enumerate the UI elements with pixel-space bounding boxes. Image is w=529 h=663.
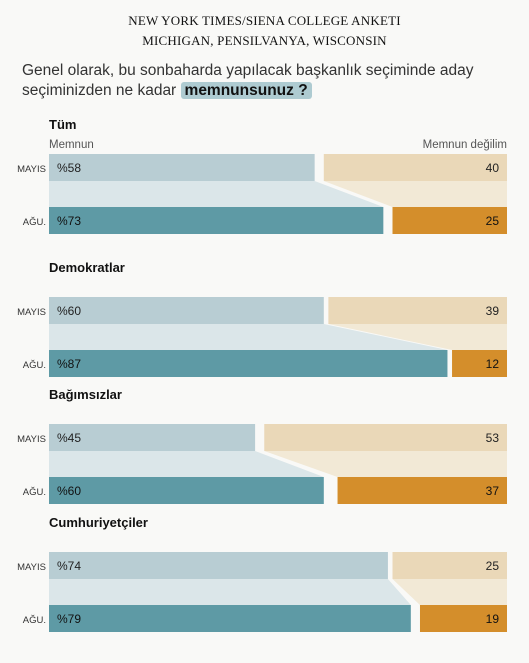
- chart-title-line2: MICHIGAN, PENSILVANYA, WISCONSIN: [142, 33, 387, 48]
- label-aug-unsatisfied: 25: [486, 214, 500, 228]
- label-aug-unsatisfied: 37: [486, 484, 500, 498]
- group-name: Bağımsızlar: [49, 387, 122, 402]
- label-aug-unsatisfied: 19: [486, 612, 500, 626]
- label-aug-satisfied: %73: [57, 214, 81, 228]
- period-label-aug: AĞU.: [23, 360, 46, 371]
- label-aug-satisfied: %79: [57, 612, 81, 626]
- label-may-unsatisfied: 53: [486, 431, 500, 445]
- bar-may-satisfied: [49, 297, 324, 324]
- chart-title-line1: NEW YORK TIMES/SIENA COLLEGE ANKETI: [128, 13, 401, 28]
- period-label-may: MAYIS: [17, 562, 46, 573]
- bar-aug-satisfied: [49, 350, 448, 377]
- bar-may-satisfied: [49, 424, 256, 451]
- question-highlight: memnunsunuz ?: [180, 82, 312, 99]
- bar-aug-unsatisfied: [452, 350, 507, 377]
- period-label-aug: AĞU.: [23, 217, 46, 228]
- label-aug-unsatisfied: 12: [486, 357, 500, 371]
- label-may-satisfied: %60: [57, 304, 81, 318]
- period-label-may: MAYIS: [17, 164, 46, 175]
- bar-aug-unsatisfied: [419, 605, 507, 632]
- label-may-satisfied: %74: [57, 559, 81, 573]
- period-label-may: MAYIS: [17, 434, 46, 445]
- period-label-may: MAYIS: [17, 307, 46, 318]
- bar-may-unsatisfied: [328, 297, 507, 324]
- group-name: Demokratlar: [49, 260, 125, 275]
- connector-satisfied-3: [49, 579, 411, 605]
- label-aug-satisfied: %87: [57, 357, 81, 371]
- connector-unsatisfied-0: [323, 181, 507, 207]
- bar-may-unsatisfied: [323, 154, 507, 181]
- connector-satisfied-2: [49, 451, 324, 477]
- label-may-unsatisfied: 25: [486, 559, 500, 573]
- bar-may-unsatisfied: [264, 424, 507, 451]
- bar-aug-unsatisfied: [392, 207, 507, 234]
- legend-unsatisfied: Memnun değilim: [423, 139, 507, 151]
- group-name: Tüm: [49, 117, 76, 132]
- label-may-unsatisfied: 40: [486, 161, 500, 175]
- bar-may-satisfied: [49, 552, 388, 579]
- group-name: Cumhuriyetçiler: [49, 515, 148, 530]
- period-label-aug: AĞU.: [23, 615, 46, 626]
- bar-aug-satisfied: [49, 207, 384, 234]
- connector-satisfied-1: [49, 324, 448, 350]
- legend-satisfied: Memnun: [49, 139, 94, 151]
- connector-unsatisfied-2: [264, 451, 507, 477]
- bar-aug-unsatisfied: [337, 477, 507, 504]
- label-aug-satisfied: %60: [57, 484, 81, 498]
- connector-unsatisfied-1: [328, 324, 507, 350]
- question-text: Genel olarak, bu sonbaharda yapılacak ba…: [22, 62, 474, 99]
- period-label-aug: AĞU.: [23, 487, 46, 498]
- label-may-satisfied: %45: [57, 431, 81, 445]
- connector-unsatisfied-3: [392, 579, 507, 605]
- survey-question: Genel olarak, bu sonbaharda yapılacak ba…: [22, 61, 522, 101]
- label-may-unsatisfied: 39: [486, 304, 500, 318]
- bar-may-satisfied: [49, 154, 315, 181]
- connector-satisfied-0: [49, 181, 384, 207]
- label-may-satisfied: %58: [57, 161, 81, 175]
- bar-aug-satisfied: [49, 605, 411, 632]
- bar-aug-satisfied: [49, 477, 324, 504]
- bar-may-unsatisfied: [392, 552, 507, 579]
